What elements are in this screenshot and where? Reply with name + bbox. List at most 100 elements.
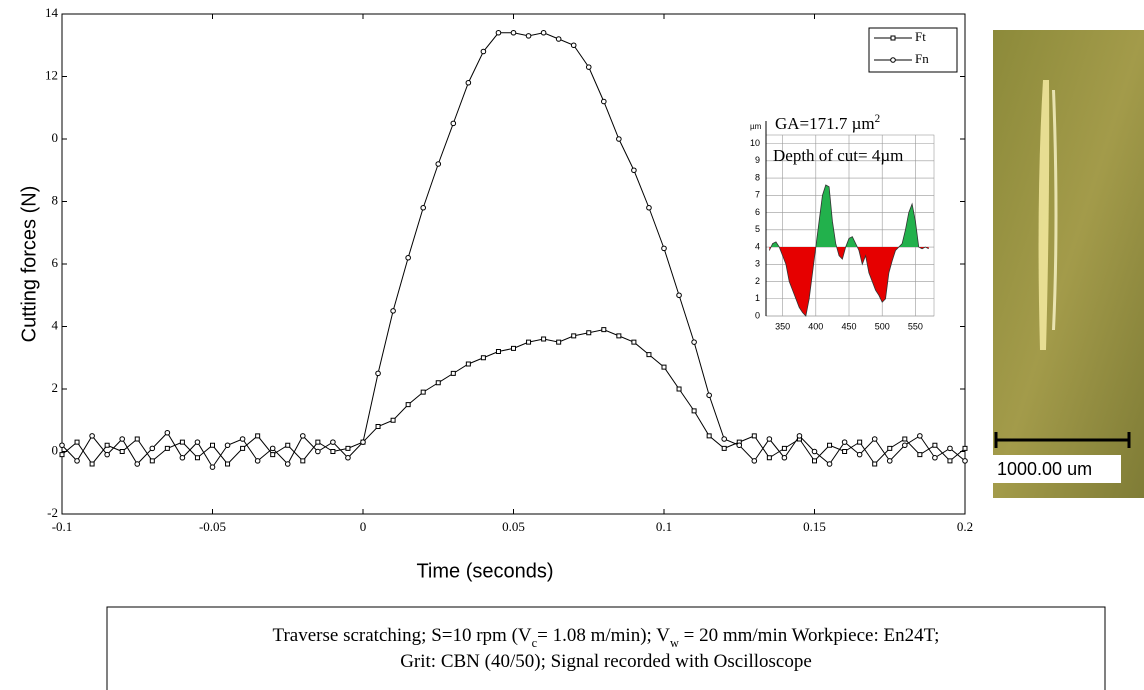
script-text: 2 [875,113,881,125]
text-part: = 1.08 m/min); V [537,625,670,646]
marker [917,452,923,458]
marker [526,339,532,345]
marker [239,436,246,442]
marker [601,98,607,105]
marker [59,442,65,449]
marker [781,445,787,451]
marker [872,461,878,467]
marker [104,451,110,458]
marker [827,442,833,448]
y-tick-label: 6 [755,207,760,217]
marker [134,461,141,467]
marker [721,436,728,442]
marker [511,345,516,351]
text-part: Depth of cut= 4µm [773,146,903,165]
y-tick-label: 9 [755,155,760,165]
marker [315,439,321,445]
caption-box [106,606,1106,690]
marker [751,433,757,439]
micrograph [993,30,1144,498]
marker [586,330,592,336]
y-tick-label: 4 [52,317,59,332]
y-tick-label: 6 [52,255,59,270]
caption-line: Traverse scratching; S=10 rpm (Vc= 1.08 … [273,625,940,649]
marker [119,449,125,454]
marker [300,458,306,464]
marker [631,339,637,345]
marker [360,439,366,445]
annotation: GA=171.7 µm2 [775,113,880,133]
marker [209,464,216,470]
marker [947,445,953,452]
marker [270,452,276,458]
marker [646,352,652,358]
marker [841,439,848,445]
marker [601,327,607,333]
marker [285,442,291,448]
marker [134,436,140,442]
legend-label: Ft [915,29,926,44]
y-tick-label: 8 [52,192,59,207]
x-tick-label: 550 [908,321,923,331]
marker [164,445,170,451]
marker [691,408,697,414]
y-tick-label: 2 [755,276,760,286]
legend-box [868,27,958,73]
marker [676,386,682,392]
marker [890,35,896,41]
marker [902,436,908,442]
marker [661,364,667,370]
y-axis-title: Cutting forces (N) [18,186,40,343]
y-tick-label: 12 [45,67,58,82]
marker [435,161,442,167]
marker [811,448,818,455]
marker [886,458,893,464]
marker [119,436,125,442]
script-text: w [670,636,679,650]
marker [330,439,336,445]
x-tick-label: 0.15 [803,519,826,534]
x-tick-label: 500 [875,321,890,331]
marker [255,433,261,439]
marker [570,42,577,49]
x-tick-label: 350 [775,321,790,331]
marker [59,452,65,458]
marker [465,79,472,86]
marker [495,29,502,36]
marker [210,442,215,448]
marker [646,204,652,211]
x-tick-label: 450 [841,321,856,331]
marker [932,454,938,461]
marker [224,442,231,449]
script-text: c [532,636,538,650]
marker [89,461,95,467]
marker [706,392,712,399]
marker [932,442,938,448]
marker [405,254,411,261]
y-tick-label: 14 [45,5,59,20]
y-unit: µm [750,122,762,131]
y-tick-label: 5 [755,224,760,234]
y-tick-label: 3 [755,259,760,269]
marker [450,370,456,376]
marker [149,458,155,464]
marker [781,454,788,461]
marker [375,424,381,429]
x-tick-label: 0 [360,519,367,534]
marker [149,445,156,452]
y-tick-label: 8 [755,172,760,182]
text-part: = 20 mm/min Workpiece: En24T; [679,625,940,646]
marker [962,445,968,451]
marker [450,120,457,127]
marker [766,436,773,442]
scale-label: 1000.00 um [997,459,1092,479]
marker [225,461,231,467]
marker [194,455,200,461]
marker [420,389,426,395]
marker [179,439,185,445]
marker [300,433,306,439]
scratch-mark [1052,90,1058,330]
marker [826,461,833,467]
profile-line [768,184,929,317]
y-tick-label: 1 [755,293,760,303]
